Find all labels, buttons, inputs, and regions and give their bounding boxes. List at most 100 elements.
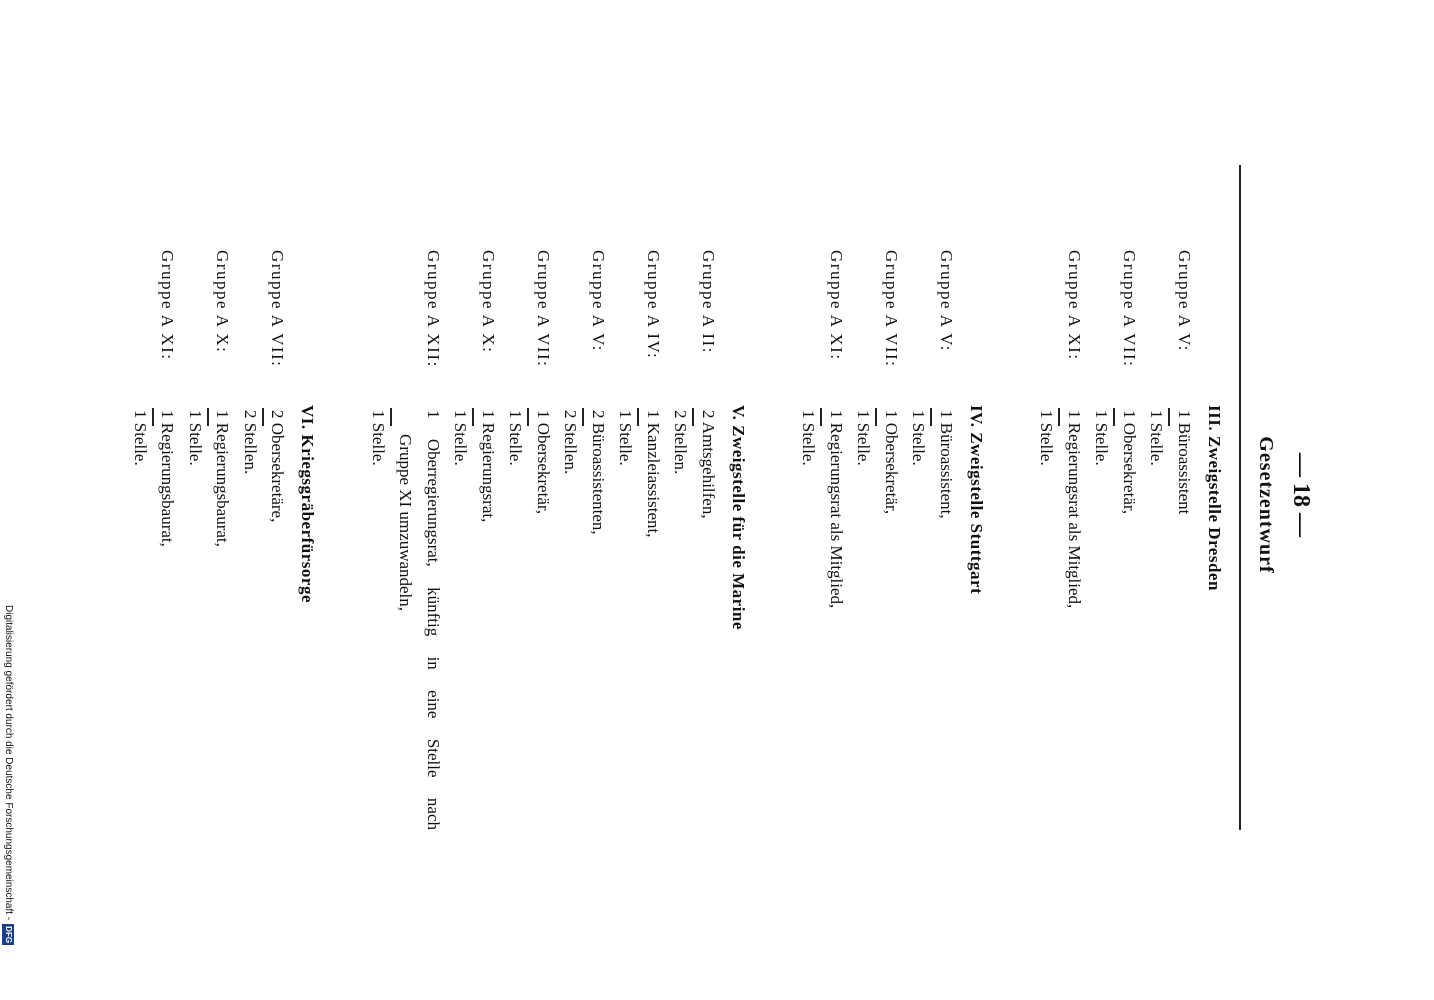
- group-label: Gruppe A XII:: [424, 250, 443, 368]
- position: 1 Regierungsrat als Mitglied,: [1061, 410, 1089, 850]
- group-label: Gruppe A XI:: [1065, 250, 1084, 361]
- position: 1 Regierungsrat als Mitglied,: [823, 410, 851, 850]
- entry: Gruppe A V: 1 Büroassistent, 1 Stelle.: [905, 250, 960, 850]
- position-line: 1 Obersekretär,: [1120, 410, 1139, 515]
- section: VI. Kriegsgräberfürsorge Gruppe A VII: 2 O…: [127, 250, 322, 850]
- fraction-line: [692, 408, 695, 426]
- entry: Gruppe A VII: 2 Obersekretäre, 2 Stellen.: [237, 250, 292, 850]
- posts: 1 Stelle.: [1037, 410, 1057, 466]
- group-label: Gruppe A V:: [589, 250, 608, 352]
- entry: Gruppe A V: 1 Büroassistent 1 Stelle.: [1143, 250, 1198, 850]
- posts: 2 Stellen.: [671, 410, 691, 475]
- posts: 1 Stelle.: [451, 410, 471, 466]
- position-line: 1 Kanzleiassistent,: [644, 410, 663, 538]
- entry: Gruppe A XI: 1 Regierungsrat als Mitglied…: [1033, 250, 1088, 850]
- fraction-line: [875, 408, 878, 426]
- entry: Gruppe A X: 1 Regierungsrat, 1 Stelle.: [447, 250, 502, 850]
- position-line: 2 Obersekretäre,: [268, 410, 288, 523]
- position-line: 2 Amtsgehilfen,: [699, 410, 718, 519]
- page-number: — 18 —: [1288, 453, 1314, 537]
- fraction-line: [207, 408, 209, 426]
- header-rule: [1239, 165, 1241, 830]
- position: 1 Obersekretär,: [1116, 410, 1144, 850]
- position-line: 1 Büroassistent,: [937, 410, 956, 519]
- title: Gesetzentwurf: [1255, 436, 1277, 574]
- entry: Gruppe A IV: 1 Kanzleiassistent, 1 Stelle.: [612, 250, 667, 850]
- section-heading: V. Zweigstelle für die Marine: [729, 405, 748, 630]
- group-label: Gruppe A X:: [213, 250, 233, 354]
- fraction-line: [582, 408, 585, 426]
- position-line: 1 Regierungsrat,: [479, 410, 498, 523]
- fraction-line: [1058, 408, 1061, 426]
- fraction-line: [262, 408, 264, 426]
- position: 1 Regierungsbaurat,: [154, 410, 182, 850]
- fraction-line: [472, 408, 475, 426]
- footer-text: Digitalisierung gefördert durch die Deut…: [3, 605, 14, 921]
- group-label: Gruppe A VII:: [268, 250, 288, 368]
- group-label: Gruppe A V:: [1175, 250, 1194, 352]
- position-line: 1 Obersekretär,: [534, 410, 553, 515]
- position: 1 Oberregierungsrat, künftig in eine Ste…: [392, 410, 447, 850]
- posts: 1 Stelle.: [186, 410, 205, 466]
- section-heading: IV. Zweigstelle Stuttgart: [967, 405, 986, 595]
- position: 1 Obersekretär,: [530, 410, 558, 850]
- posts: 1 Stelle.: [1092, 410, 1112, 466]
- entry: Gruppe A XII: 1 Oberregierungsrat, künfti…: [365, 250, 448, 850]
- position-line: 2 Büroassistenten,: [589, 410, 608, 535]
- entry: Gruppe A X: 1 Regierungsbaurat, 1 Stelle.: [182, 250, 237, 850]
- position-line: Gruppe XI umzuwandeln,: [396, 434, 416, 612]
- position-line: 1 Regierungsbaurat,: [213, 410, 233, 547]
- position: 2 Obersekretäre,: [264, 410, 292, 850]
- entry: Gruppe A VII: 1 Obersekretär, 1 Stelle.: [850, 250, 905, 850]
- position-line: 1 Obersekretär,: [882, 410, 901, 515]
- section: IV. Zweigstelle Stuttgart Gruppe A V: 1 Bü…: [795, 250, 990, 850]
- section: V. Zweigstelle für die Marine Gruppe A II…: [365, 250, 753, 850]
- posts: 2 Stellen.: [561, 410, 581, 475]
- fraction-line: [390, 408, 392, 426]
- fraction-line: [152, 408, 154, 426]
- position: 1 Büroassistent,: [933, 410, 961, 850]
- section: III. Zweigstelle Dresden Gruppe A V: 1 Bür…: [1033, 250, 1228, 850]
- fraction-line: [1113, 408, 1116, 426]
- posts: 1 Stelle.: [506, 410, 526, 466]
- group-label: Gruppe A II:: [699, 250, 718, 354]
- fraction-line: [1168, 408, 1171, 426]
- posts: 1 Stelle.: [854, 410, 874, 466]
- group-label: Gruppe A XI:: [158, 250, 178, 361]
- section-heading: III. Zweigstelle Dresden: [1205, 405, 1224, 591]
- position: 1 Kanzleiassistent,: [640, 410, 668, 850]
- entry: Gruppe A VII: 1 Obersekretär, 1 Stelle.: [502, 250, 557, 850]
- entry: Gruppe A XI: 1 Regierungsbaurat, 1 Stelle.: [127, 250, 182, 850]
- posts: 2 Stellen.: [241, 410, 260, 475]
- group-label: Gruppe A VII:: [1120, 250, 1139, 368]
- posts: 1 Stelle.: [799, 410, 819, 466]
- position-line: 1 Regierungsrat als Mitglied,: [827, 410, 846, 609]
- group-label: Gruppe A XI:: [827, 250, 846, 361]
- position: 1 Obersekretär,: [878, 410, 906, 850]
- fraction-line: [637, 408, 640, 426]
- entry: Gruppe A V: 2 Büroassistenten, 2 Stellen.: [557, 250, 612, 850]
- body: III. Zweigstelle Dresden Gruppe A V: 1 Bür…: [127, 250, 1229, 850]
- posts: 1 Stelle.: [131, 410, 150, 466]
- section-heading: VI. Kriegsgräberfürsorge: [298, 405, 318, 604]
- group-label: Gruppe A IV:: [644, 250, 663, 360]
- position: 2 Amtsgehilfen,: [695, 410, 723, 850]
- group-label: Gruppe A X:: [479, 250, 498, 354]
- position: 2 Büroassistenten,: [585, 410, 613, 850]
- posts: 1 Stelle.: [909, 410, 929, 466]
- logo: DFG: [2, 924, 14, 946]
- fraction-line: [527, 408, 530, 426]
- fraction-line: [820, 408, 823, 426]
- group-label: Gruppe A VII:: [534, 250, 553, 368]
- footer: Digitalisierung gefördert durch die Deut…: [2, 605, 14, 946]
- position-line: 1 Büroassistent: [1175, 410, 1194, 515]
- entry: Gruppe A VII: 1 Obersekretär, 1 Stelle.: [1088, 250, 1143, 850]
- position: 1 Regierungsbaurat,: [209, 410, 237, 850]
- position: 1 Regierungsrat,: [475, 410, 503, 850]
- position: 1 Büroassistent: [1171, 410, 1199, 850]
- position-line: 1 Oberregierungsrat, künftig in eine Ste…: [424, 410, 443, 830]
- fraction-line: [930, 408, 933, 426]
- posts: 1 Stelle.: [616, 410, 636, 466]
- group-label: Gruppe A V:: [937, 250, 956, 352]
- position-line: 1 Regierungsrat als Mitglied,: [1065, 410, 1084, 609]
